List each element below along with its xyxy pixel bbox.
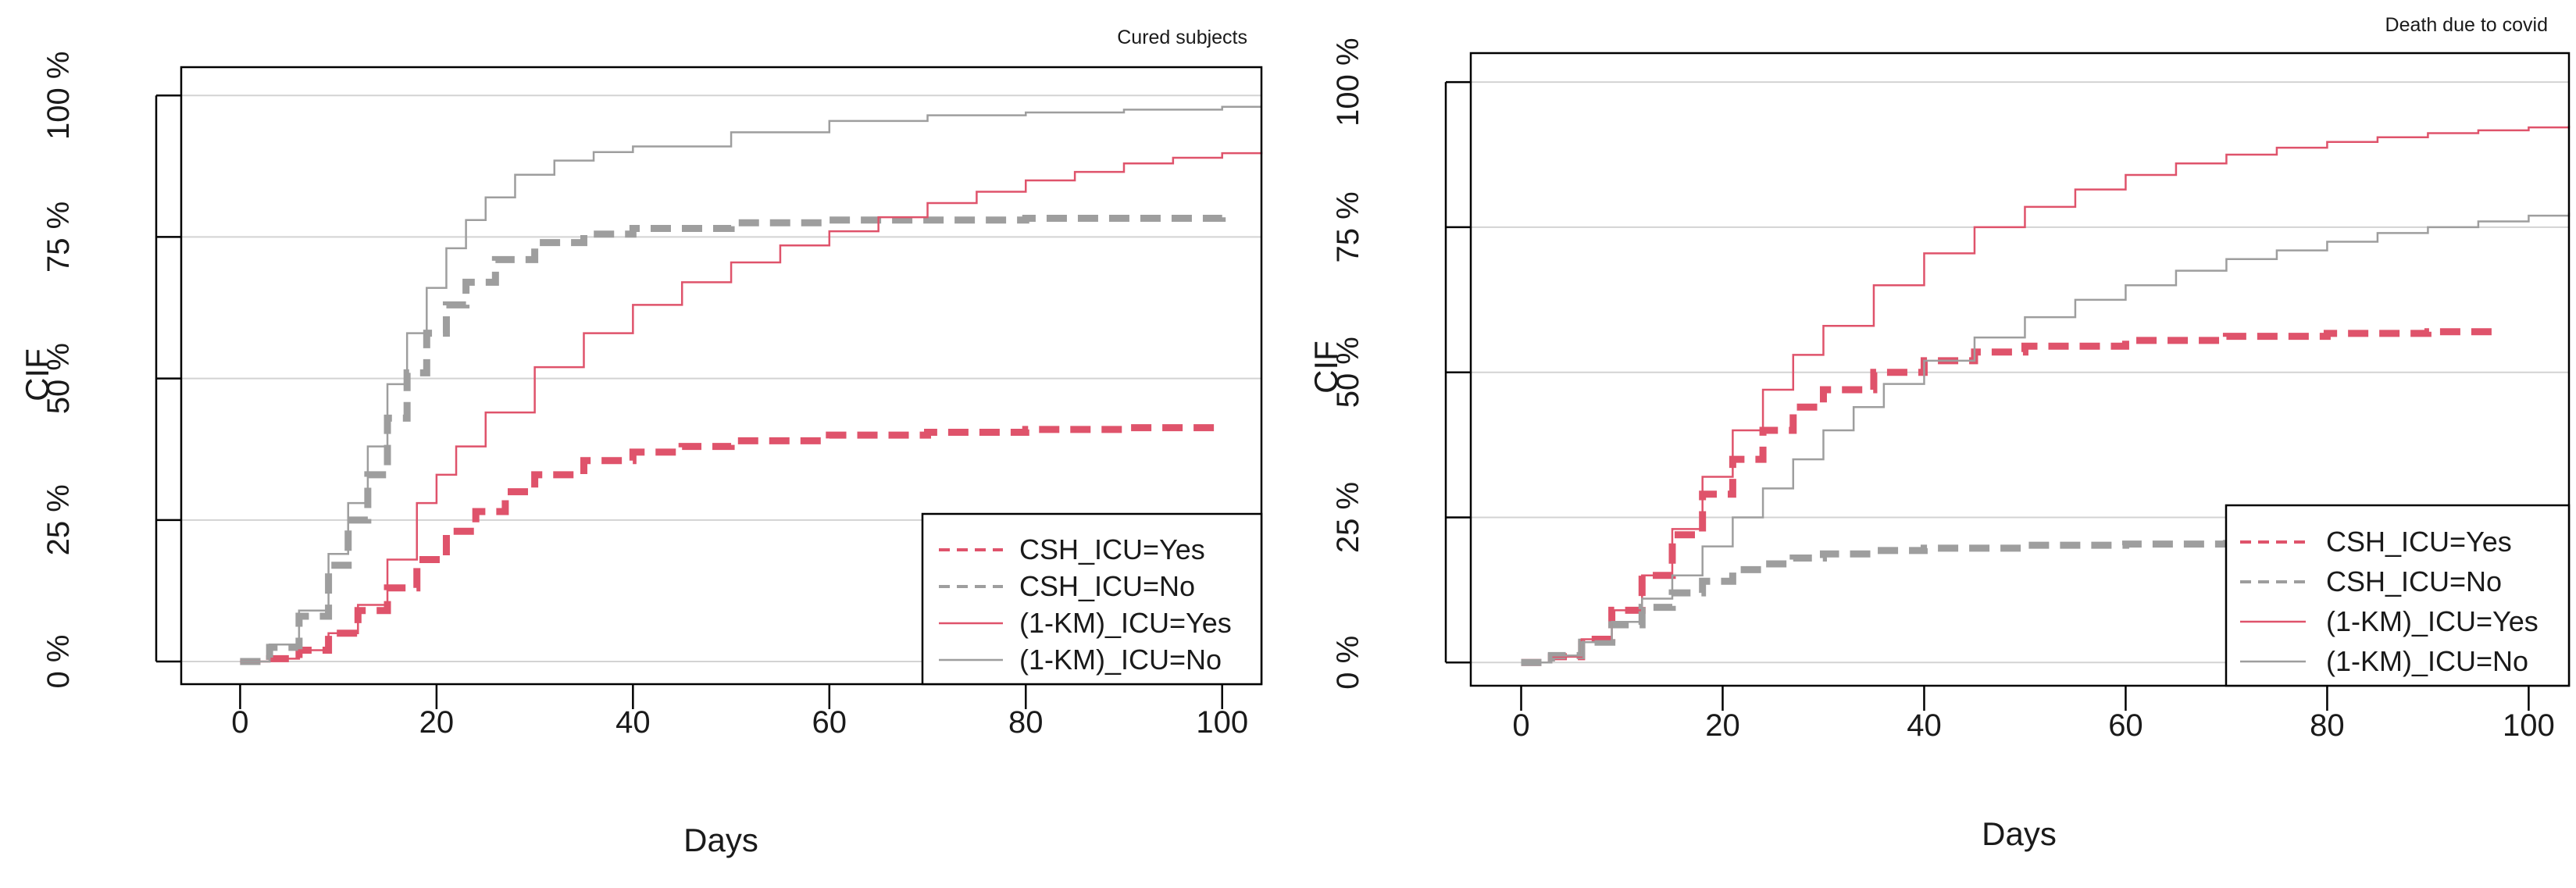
legend-label-1: CSH_ICU=No <box>1019 570 1195 602</box>
series-line--1-km-icu-yes <box>240 152 1263 663</box>
panel-2-x-axis-label: Days <box>1982 815 2057 852</box>
panel-1-legend: CSH_ICU=Yes CSH_ICU=No (1-KM)_ICU=Yes (1-KM… <box>921 512 1263 686</box>
y-tick-label-0: 0 % <box>1331 636 1365 690</box>
y-tick-label-100: 100 % <box>1331 37 1365 126</box>
panel-1-title: Cured subjects <box>1117 27 1247 48</box>
series-line--1-km-icu-yes <box>1521 125 2571 664</box>
y-tick-label-75: 75 % <box>41 201 76 273</box>
y-tick-label-75: 75 % <box>1331 191 1365 262</box>
x-tick-label-60: 60 <box>812 705 847 740</box>
panel-1-series <box>240 105 1263 665</box>
y-tick-label-50: 50 % <box>41 343 76 414</box>
panel-2-y-axis: 0 % 25 % 50 % 75 % 100 % <box>1331 37 1471 690</box>
panel-2-x-axis: 0 20 40 60 80 100 <box>1512 686 2555 743</box>
legend-label-0: CSH_ICU=Yes <box>1019 533 1205 565</box>
panel-1-legend-box <box>921 512 1263 686</box>
legend-label-3: (1-KM)_ICU=No <box>2326 645 2528 677</box>
y-tick-label-25: 25 % <box>1331 482 1365 553</box>
chart-panel-cured-subjects: Cured subjects 0 % 25 % 50 % 75 % 100 % 0 20 4… <box>19 27 1263 858</box>
panel-2-title: Death due to covid <box>2385 14 2548 36</box>
x-tick-label-0: 0 <box>231 705 248 740</box>
panel-1-y-axis-label: CIF <box>19 348 55 401</box>
x-tick-label-20: 20 <box>1705 708 1740 743</box>
series-line--1-km-icu-no <box>240 105 1261 663</box>
x-tick-label-40: 40 <box>615 705 651 740</box>
x-tick-label-60: 60 <box>2108 708 2143 743</box>
x-tick-label-100: 100 <box>1196 705 1248 740</box>
panel-2-legend-box <box>2225 504 2571 687</box>
x-tick-label-100: 100 <box>2503 708 2555 743</box>
x-tick-label-80: 80 <box>2310 708 2345 743</box>
legend-label-2: (1-KM)_ICU=Yes <box>1019 607 1232 639</box>
y-tick-label-25: 25 % <box>41 484 76 555</box>
legend-label-3: (1-KM)_ICU=No <box>1019 644 1222 676</box>
panel-1-x-axis: 0 20 40 60 80 100 <box>231 684 1248 740</box>
series-line--1-km-icu-no <box>1521 212 2571 664</box>
panel-2-plot-frame <box>1469 52 2571 687</box>
legend-label-1: CSH_ICU=No <box>2326 565 2502 597</box>
series-line-csh-icu-no <box>240 215 1226 665</box>
x-tick-label-40: 40 <box>1907 708 1942 743</box>
legend-label-2: (1-KM)_ICU=Yes <box>2326 605 2539 637</box>
x-tick-label-0: 0 <box>1512 708 1529 743</box>
x-tick-label-20: 20 <box>419 705 455 740</box>
y-tick-label-50: 50 % <box>1331 337 1365 408</box>
panel-1-x-axis-label: Days <box>683 822 758 858</box>
panel-1-plot-frame <box>180 66 1263 686</box>
y-tick-label-100: 100 % <box>41 52 76 140</box>
panel-2-legend: CSH_ICU=Yes CSH_ICU=No (1-KM)_ICU=Yes (1-KM… <box>2225 504 2571 687</box>
x-tick-label-80: 80 <box>1008 705 1044 740</box>
panel-1-y-axis: 0 % 25 % 50 % 75 % 100 % <box>41 52 181 689</box>
panel-2-y-axis-label: CIF <box>1308 341 1344 394</box>
y-tick-label-0: 0 % <box>41 635 76 689</box>
chart-panel-death-due-to-covid: Death due to covid 0 %25 %50 %75 %100 % … <box>1308 14 2571 852</box>
legend-label-0: CSH_ICU=Yes <box>2326 526 2512 558</box>
